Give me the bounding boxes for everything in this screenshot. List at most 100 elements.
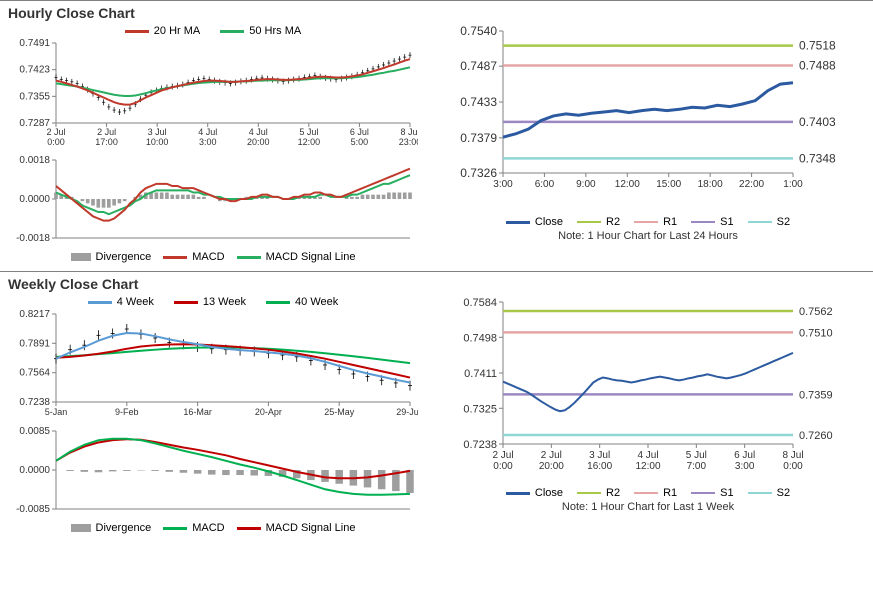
legend-r2: R2 (577, 487, 620, 499)
svg-text:3 Jul: 3 Jul (148, 127, 167, 137)
svg-text:22:00: 22:00 (739, 179, 764, 190)
legend-w13-label: 13 Week (203, 296, 246, 308)
legend-divergence: Divergence (71, 522, 152, 534)
svg-text:17:00: 17:00 (95, 137, 118, 147)
svg-text:5 Jul: 5 Jul (686, 450, 707, 461)
weekly-macd-chart: -0.00850.00000.0085 (8, 425, 418, 515)
legend-label-r2: R2 (606, 487, 620, 499)
svg-text:0.7584: 0.7584 (463, 297, 497, 309)
hourly-title: Hourly Close Chart (8, 5, 865, 21)
svg-text:0.7518: 0.7518 (799, 39, 836, 53)
svg-text:0:00: 0:00 (493, 461, 513, 472)
legend-macd: MACD (163, 522, 224, 534)
svg-text:12:00: 12:00 (615, 179, 640, 190)
svg-text:29-Jun: 29-Jun (396, 407, 418, 417)
legend-div-label: Divergence (96, 251, 152, 263)
svg-text:0.0085: 0.0085 (19, 426, 50, 437)
legend-w4-label: 4 Week (117, 296, 154, 308)
svg-text:0.7379: 0.7379 (460, 131, 497, 145)
svg-text:0.7562: 0.7562 (799, 306, 833, 318)
legend-w40-label: 40 Week (295, 296, 338, 308)
svg-text:16:00: 16:00 (587, 461, 612, 472)
hourly-sr-legend: CloseR2R1S1S2 (448, 216, 848, 228)
swatch-close (506, 492, 530, 495)
svg-text:2 Jul: 2 Jul (541, 450, 562, 461)
legend-label-s1: S1 (720, 487, 733, 499)
legend-s2: S2 (748, 487, 790, 499)
svg-text:0.7487: 0.7487 (460, 59, 497, 73)
svg-text:0:00: 0:00 (783, 461, 803, 472)
svg-text:0.7433: 0.7433 (460, 95, 497, 109)
legend-divergence: Divergence (71, 251, 152, 263)
svg-text:0.7260: 0.7260 (799, 430, 833, 442)
legend-close: Close (506, 216, 563, 228)
legend-ma50-label: 50 Hrs MA (249, 25, 301, 37)
legend-s1: S1 (691, 216, 733, 228)
weekly-sr-note: Note: 1 Hour Chart for Last 1 Week (448, 501, 848, 513)
svg-text:20:00: 20:00 (539, 461, 564, 472)
swatch-r2 (577, 492, 601, 494)
weekly-right-col: 0.72380.73250.74110.74980.75842 Jul0:002… (448, 296, 848, 534)
weekly-left-col: 4 Week 13 Week 40 Week 0.72380.75640.789… (8, 296, 418, 534)
svg-text:16-Mar: 16-Mar (183, 407, 212, 417)
legend-r2: R2 (577, 216, 620, 228)
weekly-section: Weekly Close Chart 4 Week 13 Week 40 Wee… (0, 271, 873, 542)
legend-w13: 13 Week (174, 296, 246, 308)
legend-label-close: Close (535, 216, 563, 228)
svg-text:12:00: 12:00 (635, 461, 660, 472)
weekly-price-legend: 4 Week 13 Week 40 Week (8, 296, 418, 308)
hourly-section: Hourly Close Chart 20 Hr MA 50 Hrs MA 0.… (0, 0, 873, 271)
svg-text:25-May: 25-May (324, 407, 355, 417)
swatch-close (506, 221, 530, 224)
legend-macd-label: MACD (192, 251, 224, 263)
legend-signal-label: MACD Signal Line (266, 251, 356, 263)
hourly-macd-legend: Divergence MACD MACD Signal Line (8, 251, 418, 263)
weekly-price-chart: 0.72380.75640.78910.82175-Jan9-Feb16-Mar… (8, 310, 418, 420)
legend-signal: MACD Signal Line (237, 522, 356, 534)
svg-text:0.0000: 0.0000 (19, 194, 50, 205)
svg-text:3 Jul: 3 Jul (589, 450, 610, 461)
svg-text:0.7564: 0.7564 (19, 368, 50, 379)
svg-text:3:00: 3:00 (199, 137, 217, 147)
hourly-price-legend: 20 Hr MA 50 Hrs MA (8, 25, 418, 37)
legend-ma20: 20 Hr MA (125, 25, 200, 37)
legend-signal: MACD Signal Line (237, 251, 356, 263)
svg-text:6 Jul: 6 Jul (734, 450, 755, 461)
weekly-sr-chart: 0.72380.73250.74110.74980.75842 Jul0:002… (448, 296, 848, 476)
legend-label-r2: R2 (606, 216, 620, 228)
legend-label-close: Close (535, 487, 563, 499)
hourly-left-col: 20 Hr MA 50 Hrs MA 0.72870.73550.74230.7… (8, 25, 418, 263)
swatch-r2 (577, 221, 601, 223)
svg-text:1:00: 1:00 (783, 179, 803, 190)
swatch-s1 (691, 492, 715, 494)
legend-label-s1: S1 (720, 216, 733, 228)
svg-text:5-Jan: 5-Jan (45, 407, 68, 417)
svg-text:0:00: 0:00 (47, 137, 65, 147)
svg-text:0.7359: 0.7359 (799, 389, 833, 401)
svg-text:9:00: 9:00 (576, 179, 596, 190)
swatch-r1 (634, 492, 658, 494)
svg-text:12:00: 12:00 (298, 137, 321, 147)
svg-text:9-Feb: 9-Feb (115, 407, 139, 417)
svg-text:2 Jul: 2 Jul (492, 450, 513, 461)
swatch-s1 (691, 221, 715, 223)
hourly-sr-chart: 0.73260.73790.74330.74870.75403:006:009:… (448, 25, 848, 205)
svg-text:0.0000: 0.0000 (19, 465, 50, 476)
svg-text:4 Jul: 4 Jul (198, 127, 217, 137)
legend-r1: R1 (634, 487, 677, 499)
legend-wmacd-label: MACD (192, 522, 224, 534)
svg-text:0.8217: 0.8217 (19, 310, 50, 320)
svg-text:23:00: 23:00 (399, 137, 418, 147)
legend-ma50: 50 Hrs MA (220, 25, 301, 37)
svg-text:0.7326: 0.7326 (460, 166, 497, 180)
legend-label-s2: S2 (777, 216, 790, 228)
weekly-row: 4 Week 13 Week 40 Week 0.72380.75640.789… (8, 296, 865, 534)
swatch-r1 (634, 221, 658, 223)
svg-text:0.7510: 0.7510 (799, 327, 833, 339)
svg-text:2 Jul: 2 Jul (97, 127, 116, 137)
svg-text:0.7891: 0.7891 (19, 338, 50, 349)
svg-text:0.7325: 0.7325 (463, 403, 497, 415)
legend-macd: MACD (163, 251, 224, 263)
legend-wsignal-label: MACD Signal Line (266, 522, 356, 534)
swatch-s2 (748, 492, 772, 494)
